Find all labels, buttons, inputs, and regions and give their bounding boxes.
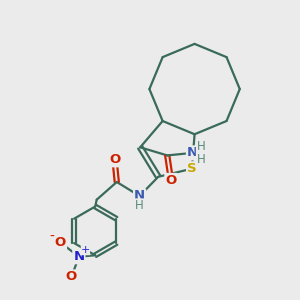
Text: O: O xyxy=(66,271,77,284)
Text: H: H xyxy=(135,199,144,212)
Text: H: H xyxy=(196,153,205,166)
Text: O: O xyxy=(109,153,120,166)
Text: +: + xyxy=(81,245,90,255)
Text: O: O xyxy=(165,174,177,187)
Text: N: N xyxy=(73,250,84,263)
Text: N: N xyxy=(187,146,198,159)
Text: S: S xyxy=(187,162,197,175)
Text: H: H xyxy=(196,140,205,153)
Text: N: N xyxy=(134,190,145,202)
Text: -: - xyxy=(50,230,55,244)
Text: O: O xyxy=(55,236,66,249)
